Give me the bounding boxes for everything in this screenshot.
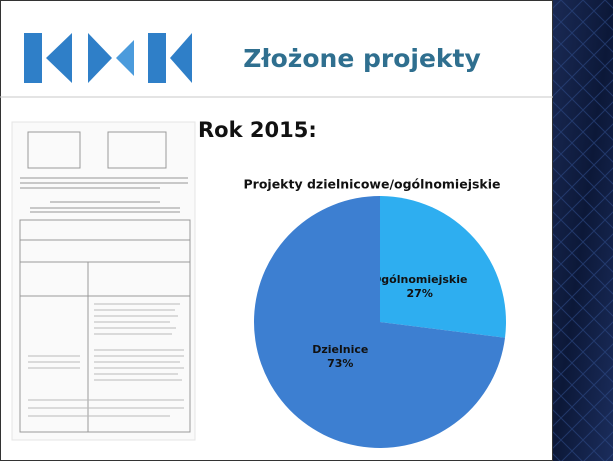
slide-subtitle: Rok 2015: [198,118,317,142]
chart-title: Projekty dzielnicowe/ogólnomiejskie [244,177,501,192]
slice-label: Ogólnomiejskie [372,273,468,286]
slide: Złożone projekty Rok 2015: Projekty dzie… [0,0,613,461]
decor-pattern [553,0,613,461]
document-image [12,122,195,440]
slice-value-label: 27% [407,287,433,300]
slide-title: Złożone projekty [243,44,481,73]
chart: Złożone projekty Rok 2015: Projekty dzie… [0,0,613,461]
slice-label: Dzielnice [312,343,368,356]
slice-value-label: 73% [327,357,353,370]
